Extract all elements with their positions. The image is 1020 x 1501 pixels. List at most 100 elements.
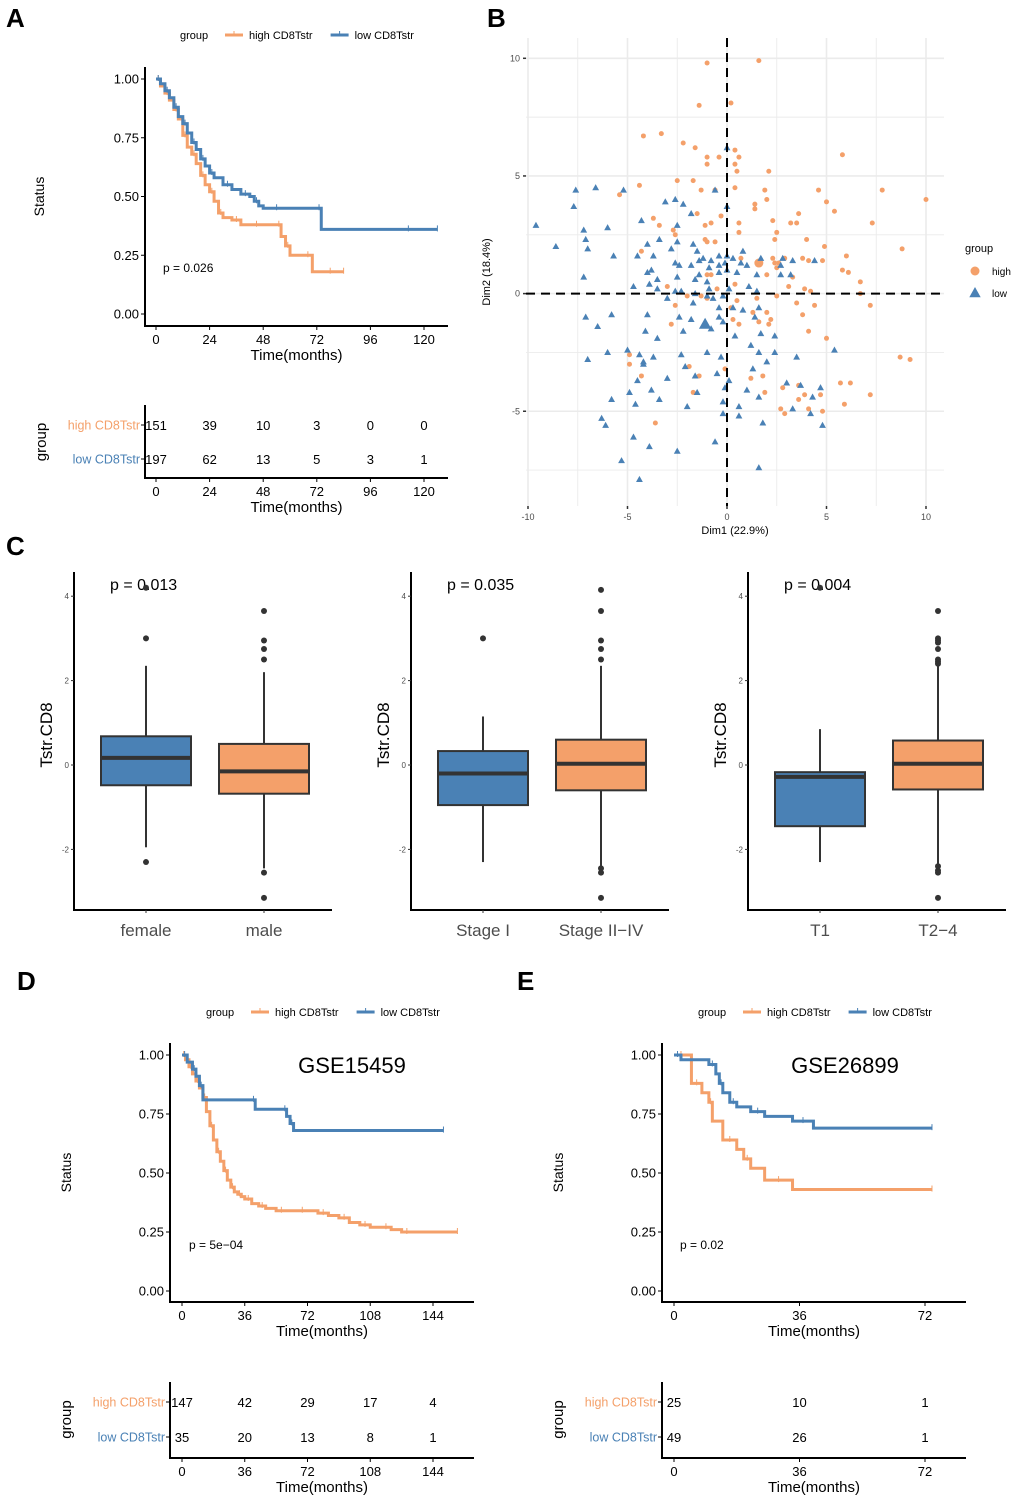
point-low xyxy=(747,341,755,348)
y-tick-label: 0.75 xyxy=(114,130,139,145)
point-low xyxy=(743,261,751,268)
point-high xyxy=(816,187,822,193)
point-low xyxy=(739,247,747,254)
y-tick-label: 1.00 xyxy=(114,72,139,87)
point-high xyxy=(732,161,738,167)
risk-x-tick-label: 0 xyxy=(152,484,159,499)
risk-x-tick-label: 0 xyxy=(670,1464,677,1479)
point-low xyxy=(584,355,592,363)
point-high xyxy=(766,321,772,327)
point-low xyxy=(789,257,797,264)
point-high xyxy=(847,380,853,386)
point-low xyxy=(755,393,763,400)
point-low xyxy=(653,275,661,283)
point-low xyxy=(717,353,725,360)
x-tick-label: 0 xyxy=(178,1308,185,1323)
km-curve-low xyxy=(156,77,438,231)
point-high xyxy=(772,236,778,242)
category-label: male xyxy=(246,921,283,940)
risk-count: 13 xyxy=(256,452,270,467)
y-tick-label: 1.00 xyxy=(139,1048,164,1063)
point-high xyxy=(760,373,766,379)
p-value-annotation: p = 0.026 xyxy=(163,261,214,275)
point-low xyxy=(634,377,641,384)
point-low xyxy=(580,226,588,233)
risk-count: 1 xyxy=(921,1395,928,1410)
y-tick-label: 4 xyxy=(739,592,744,601)
box-high xyxy=(892,607,984,901)
legend-label-low: low xyxy=(992,289,1008,300)
point-low xyxy=(675,261,683,268)
outlier-point xyxy=(598,656,604,663)
risk-y-axis-title: group xyxy=(33,423,50,461)
point-low xyxy=(677,287,685,294)
point-low xyxy=(695,271,703,278)
y-tick-label: 2 xyxy=(739,677,744,686)
point-low xyxy=(719,398,727,405)
point-low xyxy=(757,330,765,337)
point-low xyxy=(552,242,560,250)
point-low xyxy=(693,247,701,254)
legend-title: group xyxy=(206,1007,234,1019)
point-low xyxy=(733,268,741,275)
point-low xyxy=(673,221,681,228)
point-high xyxy=(804,236,810,242)
point-low xyxy=(582,313,590,320)
y-tick-label: 0.00 xyxy=(139,1284,164,1299)
point-high xyxy=(806,258,812,264)
panel-letter-a: A xyxy=(6,3,25,33)
point-low xyxy=(809,393,816,400)
outlier-point xyxy=(935,660,941,667)
point-low xyxy=(729,254,737,261)
point-low xyxy=(755,348,763,355)
point-low xyxy=(715,313,723,320)
outlier-point xyxy=(143,859,149,866)
point-high xyxy=(664,284,670,290)
point-high xyxy=(845,269,851,275)
point-high xyxy=(704,161,710,167)
km-curve-high xyxy=(182,1053,458,1234)
point-high xyxy=(652,420,658,426)
point-low xyxy=(679,200,687,207)
point-low xyxy=(763,358,771,365)
point-low xyxy=(755,464,763,471)
x-tick-label: 0 xyxy=(670,1308,677,1323)
point-low xyxy=(675,313,683,320)
risk-count: 62 xyxy=(202,452,216,467)
point-high xyxy=(839,267,845,273)
point-high xyxy=(734,168,740,174)
panel-letter-b: B xyxy=(487,3,506,33)
point-low xyxy=(582,235,590,243)
point-low xyxy=(749,365,757,372)
point-low xyxy=(711,186,719,193)
point-low xyxy=(719,410,727,417)
point-high xyxy=(774,265,780,271)
p-value-annotation: p = 0.004 xyxy=(784,577,851,594)
point-low xyxy=(753,287,761,294)
y-tick-label: -5 xyxy=(512,406,520,416)
point-low xyxy=(771,348,779,355)
point-high xyxy=(638,248,644,254)
risk-x-tick-label: 108 xyxy=(359,1464,381,1479)
point-low xyxy=(737,259,745,266)
y-tick-label: 0 xyxy=(65,761,70,770)
x-tick-label: 48 xyxy=(256,332,270,347)
risk-x-tick-label: 120 xyxy=(413,484,435,499)
point-low xyxy=(671,287,679,294)
plot-background xyxy=(526,38,944,506)
outlier-point xyxy=(598,645,604,652)
category-label: Stage II−IV xyxy=(559,921,644,940)
outlier-point xyxy=(598,865,604,872)
risk-x-tick-label: 36 xyxy=(238,1464,252,1479)
y-axis-title: Status xyxy=(31,177,47,217)
point-high xyxy=(808,288,814,294)
risk-count: 49 xyxy=(667,1430,681,1445)
point-low xyxy=(753,271,761,278)
legend-label-high: high CD8Tstr xyxy=(275,1007,339,1019)
point-low xyxy=(643,311,651,318)
point-high xyxy=(708,220,714,226)
point-low xyxy=(819,421,826,428)
point-high xyxy=(704,154,710,160)
